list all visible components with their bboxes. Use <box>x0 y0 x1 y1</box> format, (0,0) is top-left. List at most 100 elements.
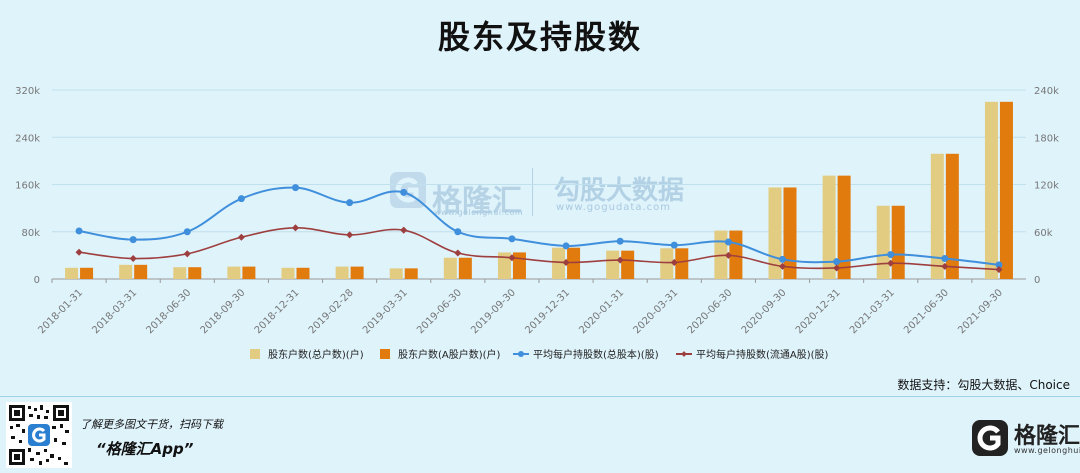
left-axis-tick: 80k <box>21 228 40 239</box>
x-axis-tick-label: 2020-09-30 <box>740 287 789 336</box>
point-avg-total-shares <box>887 251 895 259</box>
bar-total-holders <box>173 267 187 279</box>
point-avg-a-shares <box>454 249 462 257</box>
bar-total-holders <box>335 266 349 279</box>
x-axis-tick-label: 2020-06-30 <box>686 287 735 336</box>
point-avg-total-shares <box>237 195 245 203</box>
x-axis-tick-label: 2019-12-31 <box>523 287 572 336</box>
bar-total-holders <box>606 250 620 279</box>
point-avg-total-shares <box>670 241 678 249</box>
promo-text: 了解更多图文干货，扫码下载 <box>80 418 223 431</box>
point-avg-a-shares <box>75 248 83 256</box>
line-avg-a-shares <box>78 227 999 271</box>
right-axis-tick: 180k <box>1034 133 1059 144</box>
left-axis-tick: 240k <box>15 133 40 144</box>
gelonghui-logo-icon <box>972 420 1008 456</box>
point-avg-total-shares <box>346 199 354 207</box>
point-avg-total-shares <box>75 227 83 235</box>
point-avg-total-shares <box>616 237 624 245</box>
line-avg-total-shares <box>78 186 1000 266</box>
left-axis-tick: 0 <box>34 275 40 286</box>
point-avg-a-shares <box>778 262 787 270</box>
point-avg-a-shares <box>995 266 1003 274</box>
point-avg-a-shares <box>887 259 895 267</box>
x-axis-tick-label: 2020-03-31 <box>632 287 681 336</box>
point-avg-total-shares <box>779 255 786 263</box>
legend-swatch <box>250 349 260 359</box>
point-avg-total-shares <box>183 228 191 236</box>
point-avg-a-shares <box>129 254 137 263</box>
bar-a-share-holders <box>675 248 689 279</box>
x-axis-tick-label: 2021-09-30 <box>956 287 1005 336</box>
x-axis-tick-label: 2019-09-30 <box>469 287 518 336</box>
bar-total-holders <box>552 247 566 279</box>
bar-a-share-holders <box>296 267 310 279</box>
bar-a-share-holders <box>621 250 635 279</box>
legend-label: 股东户数(A股户数)(户) <box>398 348 501 361</box>
point-avg-total-shares <box>833 258 841 266</box>
x-axis-tick-label: 2018-12-31 <box>253 287 302 336</box>
right-axis-tick: 240k <box>1034 86 1059 97</box>
source-note: 数据支持：勾股大数据、Choice <box>897 378 1070 392</box>
bar-total-holders <box>65 267 79 279</box>
bar-total-holders <box>227 266 241 279</box>
x-axis-tick-label: 2018-03-31 <box>90 287 139 336</box>
point-avg-total-shares <box>400 188 408 196</box>
point-avg-total-shares <box>129 236 137 244</box>
x-axis-tick-label: 2018-09-30 <box>199 287 248 336</box>
bar-a-share-holders <box>999 101 1013 279</box>
bar-total-holders <box>389 268 403 279</box>
right-axis-tick: 0 <box>1034 275 1040 286</box>
watermark-service: 勾股大数据 <box>554 176 685 206</box>
shareholder-chart: 0 80k 160k 240k 320k 0 60k 120k 180k 240k 2018-01-… <box>15 86 1059 361</box>
legend-label: 股东户数(总户数)(户) <box>268 348 364 361</box>
bar-a-share-holders <box>404 268 418 279</box>
bar-a-share-holders <box>891 205 905 279</box>
point-avg-total-shares <box>941 255 949 263</box>
x-axis-tick-label: 2021-03-31 <box>848 287 897 336</box>
x-axis-tick-label: 2020-01-31 <box>577 287 626 336</box>
bar-a-share-holders <box>350 266 364 279</box>
legend-label: 平均每户持股数(总股本)(股) <box>533 348 659 361</box>
point-avg-a-shares <box>724 251 732 259</box>
bar-total-holders <box>281 267 295 279</box>
bar-total-holders <box>497 252 511 279</box>
watermark-divider <box>532 168 533 216</box>
bar-a-share-holders <box>945 153 959 279</box>
x-axis-tick-label: 2018-06-30 <box>145 287 194 336</box>
point-avg-total-shares <box>562 242 570 250</box>
x-axis-tick-label: 2020-12-31 <box>794 287 843 336</box>
point-avg-total-shares <box>724 238 732 246</box>
bar-total-holders <box>822 175 836 279</box>
point-avg-a-shares <box>346 231 354 239</box>
x-axis-tick-label: 2019-02-28 <box>307 287 356 336</box>
x-axis-tick-label: 2018-01-31 <box>36 287 85 336</box>
bar-a-share-holders <box>134 264 148 279</box>
point-avg-a-shares <box>670 258 678 266</box>
x-axis-tick-label: 2019-03-31 <box>361 287 410 336</box>
point-avg-total-shares <box>995 261 1003 269</box>
legend-swatch <box>380 349 390 359</box>
watermark-service-url: www.gogudata.com <box>556 202 672 213</box>
point-avg-total-shares <box>292 184 299 192</box>
legend-swatch-marker <box>681 351 687 357</box>
right-axis-tick: 60k <box>1034 228 1053 239</box>
bar-total-holders <box>443 257 457 279</box>
app-name: “格隆汇App” <box>96 440 194 458</box>
point-avg-a-shares <box>183 250 191 258</box>
left-axis-tick: 320k <box>15 86 40 97</box>
point-avg-a-shares <box>833 264 841 272</box>
bar-a-share-holders <box>242 266 256 279</box>
x-axis-tick-label: 2019-06-30 <box>415 287 464 336</box>
point-avg-a-shares <box>237 233 245 241</box>
brand-name: 格隆汇 <box>1014 424 1080 449</box>
point-avg-total-shares <box>454 228 462 236</box>
bar-total-holders <box>876 205 890 279</box>
bar-total-holders <box>119 264 133 279</box>
point-avg-a-shares <box>562 258 570 266</box>
right-axis-tick: 120k <box>1034 181 1059 192</box>
brand-url: www.gelonghui.com <box>1014 446 1080 455</box>
watermark-brand: 格隆汇 <box>432 184 522 219</box>
point-avg-a-shares <box>941 262 949 270</box>
qr-code-icon[interactable] <box>6 402 72 468</box>
